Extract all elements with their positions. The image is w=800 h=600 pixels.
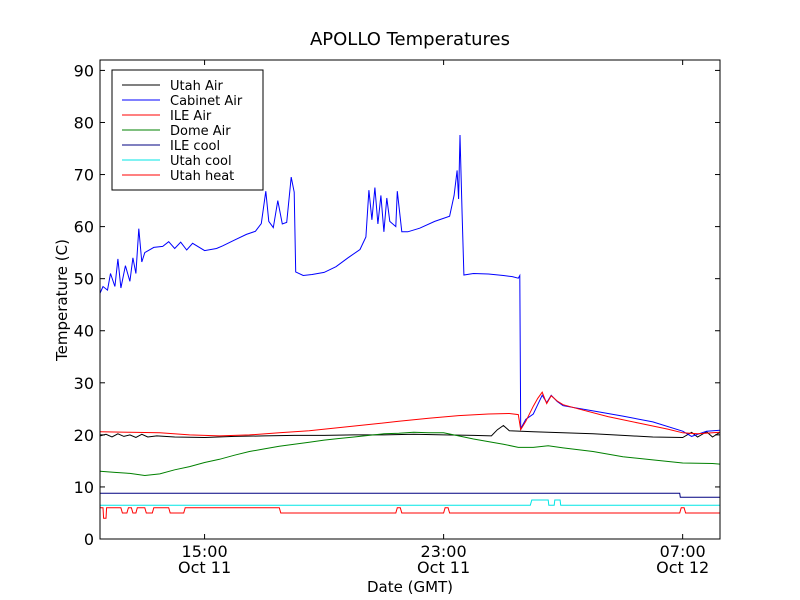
plot-frame <box>99 59 721 540</box>
series-line-cabinet-air <box>100 134 720 437</box>
x-axis-label: Date (GMT) <box>367 578 453 596</box>
x-tick-label-time: 15:00 <box>182 542 228 561</box>
series-line-utah-cool <box>100 499 720 506</box>
legend-label: Dome Air <box>170 124 231 139</box>
y-tick-label: 0 <box>84 530 94 549</box>
legend-label: Utah Air <box>170 79 223 94</box>
y-tick-label: 50 <box>74 270 94 289</box>
series-line-ile-cool <box>100 492 720 498</box>
y-tick-label: 30 <box>74 374 94 393</box>
x-tick-label-time: 07:00 <box>660 542 706 561</box>
series-line-dome-air <box>100 431 720 477</box>
y-axis: 0 10 20 30 40 50 60 70 80 90 <box>74 61 720 549</box>
legend-label: ILE cool <box>170 139 220 154</box>
series-line-ile-air <box>100 391 720 437</box>
x-tick-label-date: Oct 12 <box>656 558 709 577</box>
x-tick-label-date: Oct 11 <box>417 558 470 577</box>
y-tick-label: 40 <box>74 322 94 341</box>
y-tick-label: 10 <box>74 478 94 497</box>
legend-label: Utah heat <box>170 169 234 184</box>
y-tick-label: 80 <box>74 113 94 132</box>
y-tick-label: 90 <box>74 61 94 80</box>
x-tick-label-date: Oct 11 <box>178 558 231 577</box>
series-layer <box>100 134 720 519</box>
y-tick-label: 70 <box>74 166 94 185</box>
y-tick-label: 20 <box>74 426 94 445</box>
x-tick-label-time: 23:00 <box>421 542 467 561</box>
legend-label: Utah cool <box>170 154 232 169</box>
y-tick-label: 60 <box>74 218 94 237</box>
series-line-utah-heat <box>100 507 720 519</box>
legend-label: Cabinet Air <box>170 94 243 109</box>
y-axis-label: Temperature (C) <box>53 239 71 362</box>
chart-title: APOLLO Temperatures <box>310 29 510 50</box>
series-line-utah-air <box>100 424 720 439</box>
legend-label: ILE Air <box>170 109 212 124</box>
